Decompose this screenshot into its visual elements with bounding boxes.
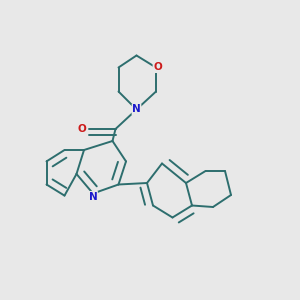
Text: N: N (88, 191, 98, 202)
Text: O: O (153, 62, 162, 73)
Text: O: O (77, 124, 86, 134)
Text: N: N (132, 104, 141, 115)
